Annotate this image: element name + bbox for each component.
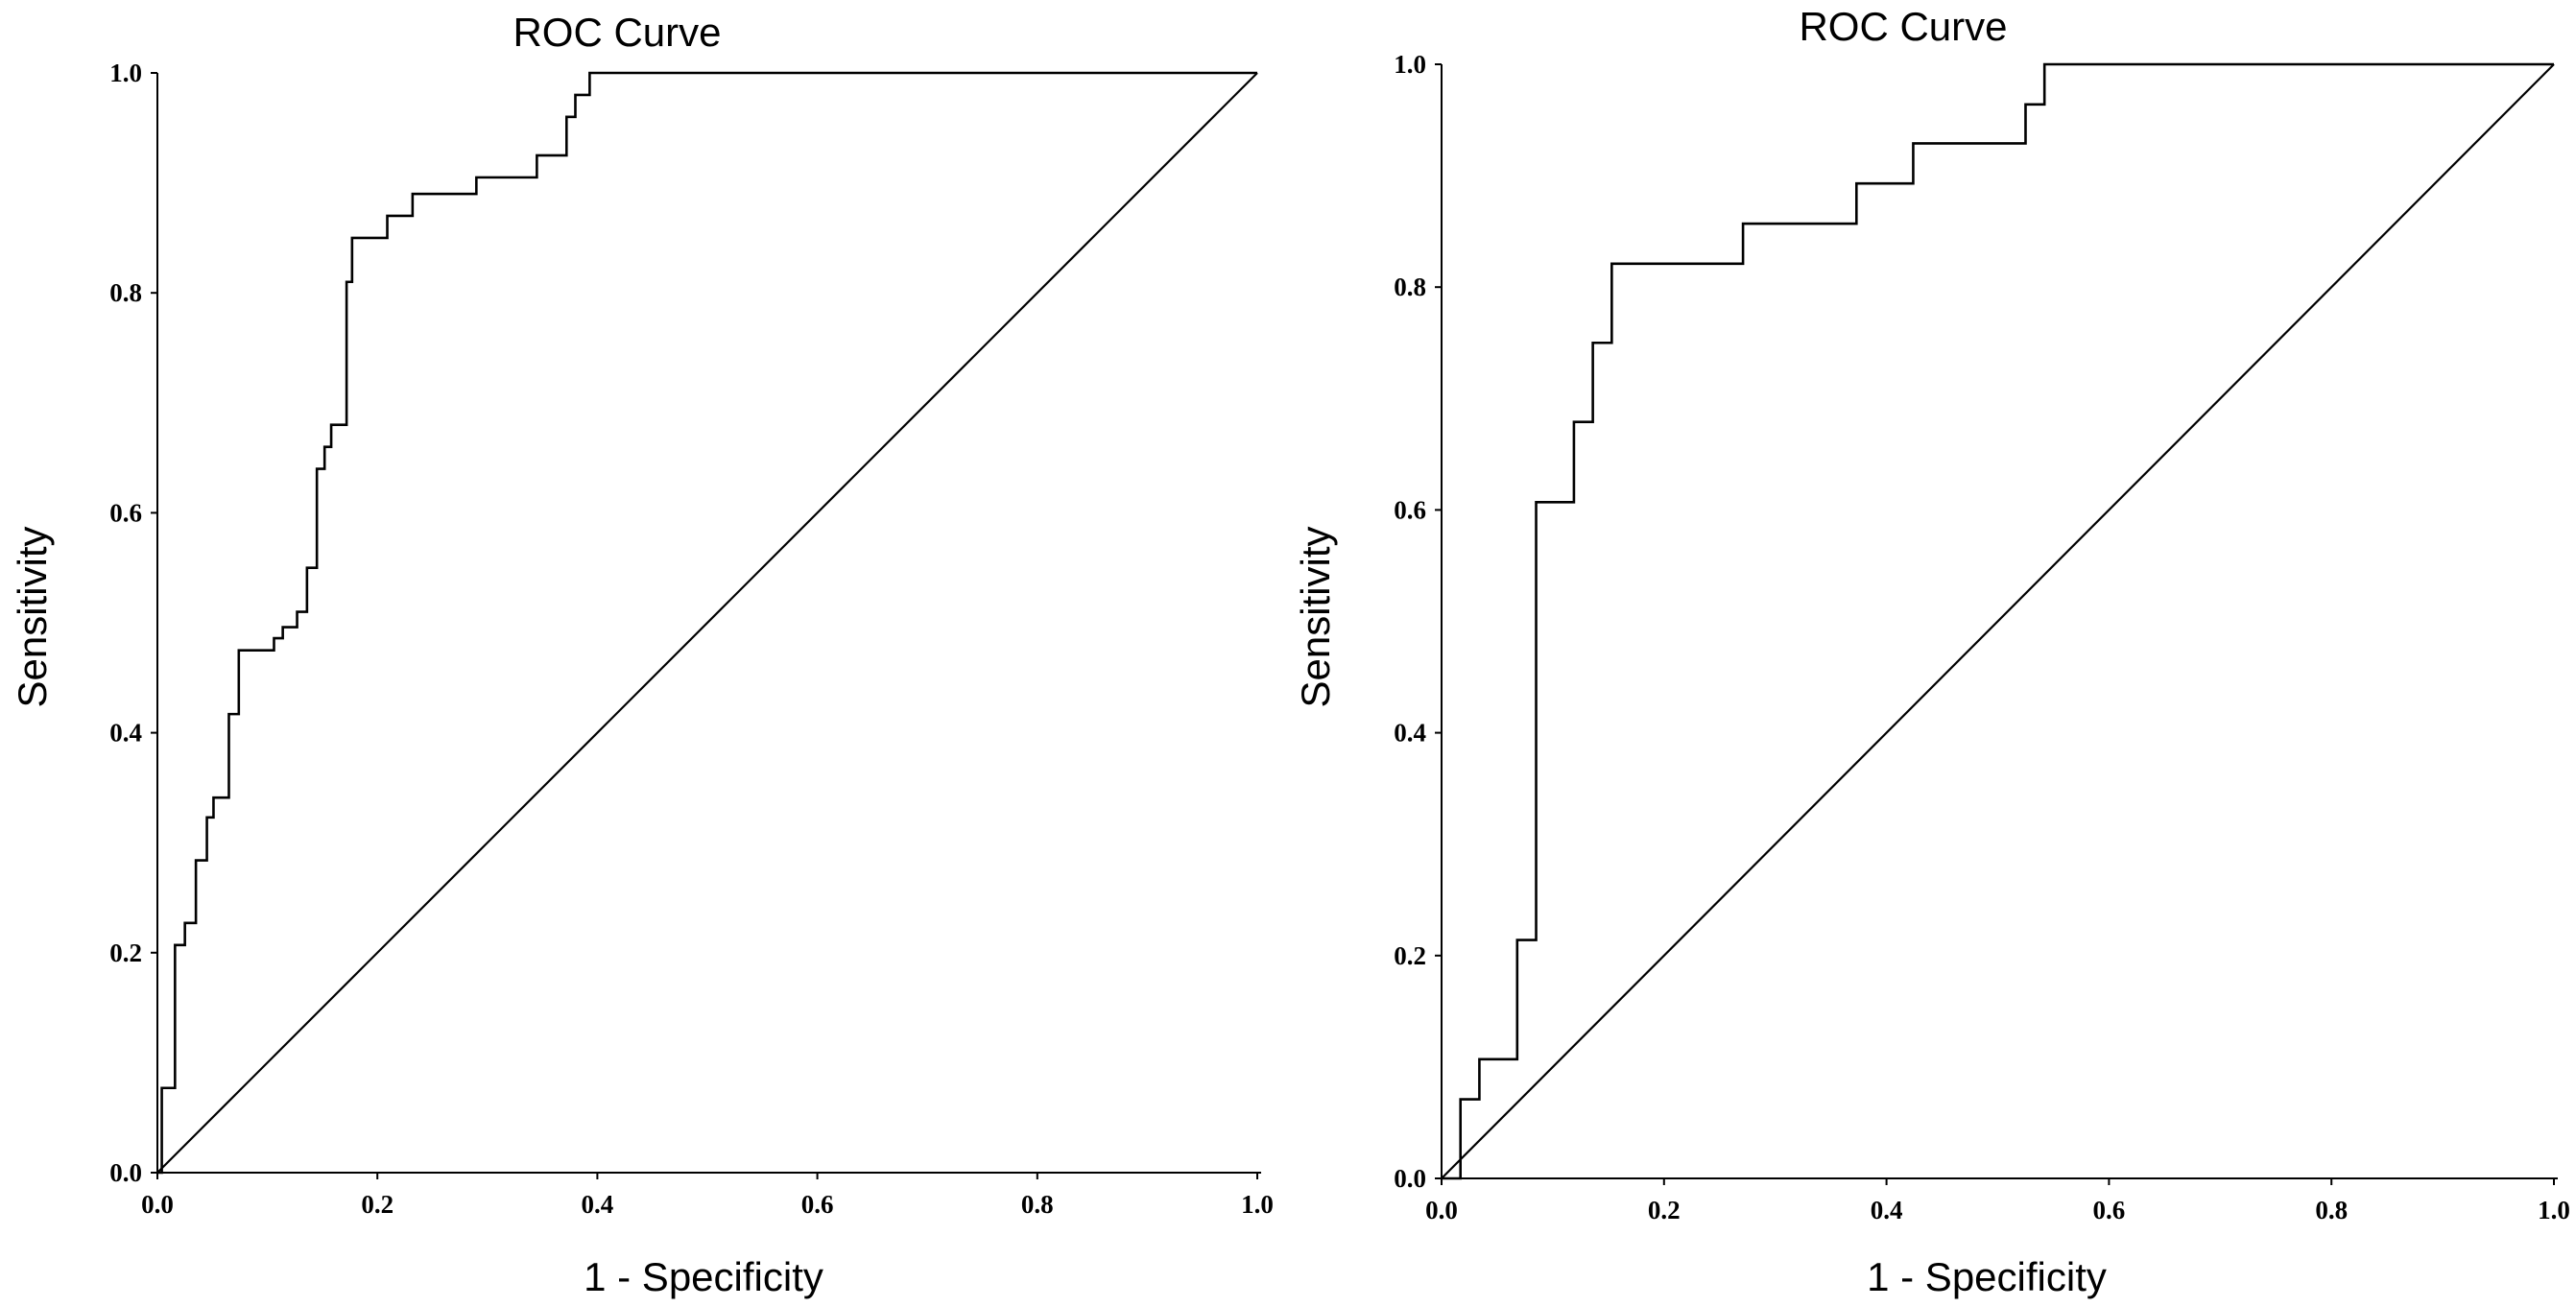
roc-chart-right: ROC Curve Sensitivity 1 - Specificity 0.… xyxy=(1293,4,2570,1299)
reference-line xyxy=(156,72,1258,1174)
x-tick-label: 1.0 xyxy=(1241,1190,1274,1219)
x-tick-label: 0.0 xyxy=(1425,1196,1458,1224)
x-tick-label: 0.0 xyxy=(141,1190,174,1219)
y-tick-label: 0.0 xyxy=(1394,1164,1426,1193)
reference-line xyxy=(1441,63,2555,1179)
x-tick-label: 0.6 xyxy=(2093,1196,2126,1224)
y-tick-label: 0.2 xyxy=(1394,941,1426,970)
y-axis-label: Sensitivity xyxy=(1293,526,1338,707)
y-tick-label: 0.0 xyxy=(109,1158,142,1187)
x-tick-label: 0.8 xyxy=(2315,1196,2348,1224)
x-tick-label: 0.4 xyxy=(1871,1196,1903,1224)
x-axis-label: 1 - Specificity xyxy=(1867,1254,2107,1299)
x-tick-label: 0.4 xyxy=(582,1190,614,1219)
plot-area: 0.0 0.2 0.4 0.6 0.8 1.0 0.0 0.2 0.4 0.6 0.8 1.0 xyxy=(109,59,1274,1219)
y-tick-label: 0.6 xyxy=(109,498,142,527)
x-tick-label: 0.2 xyxy=(1648,1196,1681,1224)
y-tick-label: 0.6 xyxy=(1394,495,1426,524)
x-tick-label: 1.0 xyxy=(2538,1196,2570,1224)
y-axis-label: Sensitivity xyxy=(10,526,55,707)
y-tick-label: 0.4 xyxy=(1394,719,1426,748)
y-tick-label: 1.0 xyxy=(109,59,142,87)
x-tick-label: 0.8 xyxy=(1021,1190,1054,1219)
y-tick-label: 0.8 xyxy=(1394,273,1426,301)
roc-chart-left: ROC Curve Sensitivity 1 - Specificity 0.… xyxy=(10,10,1274,1299)
plot-area: 0.0 0.2 0.4 0.6 0.8 1.0 0.0 0.2 0.4 0.6 0.8 1.0 xyxy=(1394,50,2570,1224)
y-tick-label: 0.4 xyxy=(109,719,142,748)
x-tick-label: 0.6 xyxy=(801,1190,834,1219)
y-tick-label: 0.8 xyxy=(109,278,142,307)
roc-curve-line xyxy=(157,71,1257,1175)
y-tick-label: 1.0 xyxy=(1394,50,1426,79)
x-tick-label: 0.2 xyxy=(361,1190,394,1219)
chart-title: ROC Curve xyxy=(1799,4,2007,49)
x-axis-label: 1 - Specificity xyxy=(584,1254,823,1299)
y-tick-label: 0.2 xyxy=(109,939,142,967)
roc-curve-line xyxy=(1442,62,2554,1180)
chart-title: ROC Curve xyxy=(513,10,721,55)
